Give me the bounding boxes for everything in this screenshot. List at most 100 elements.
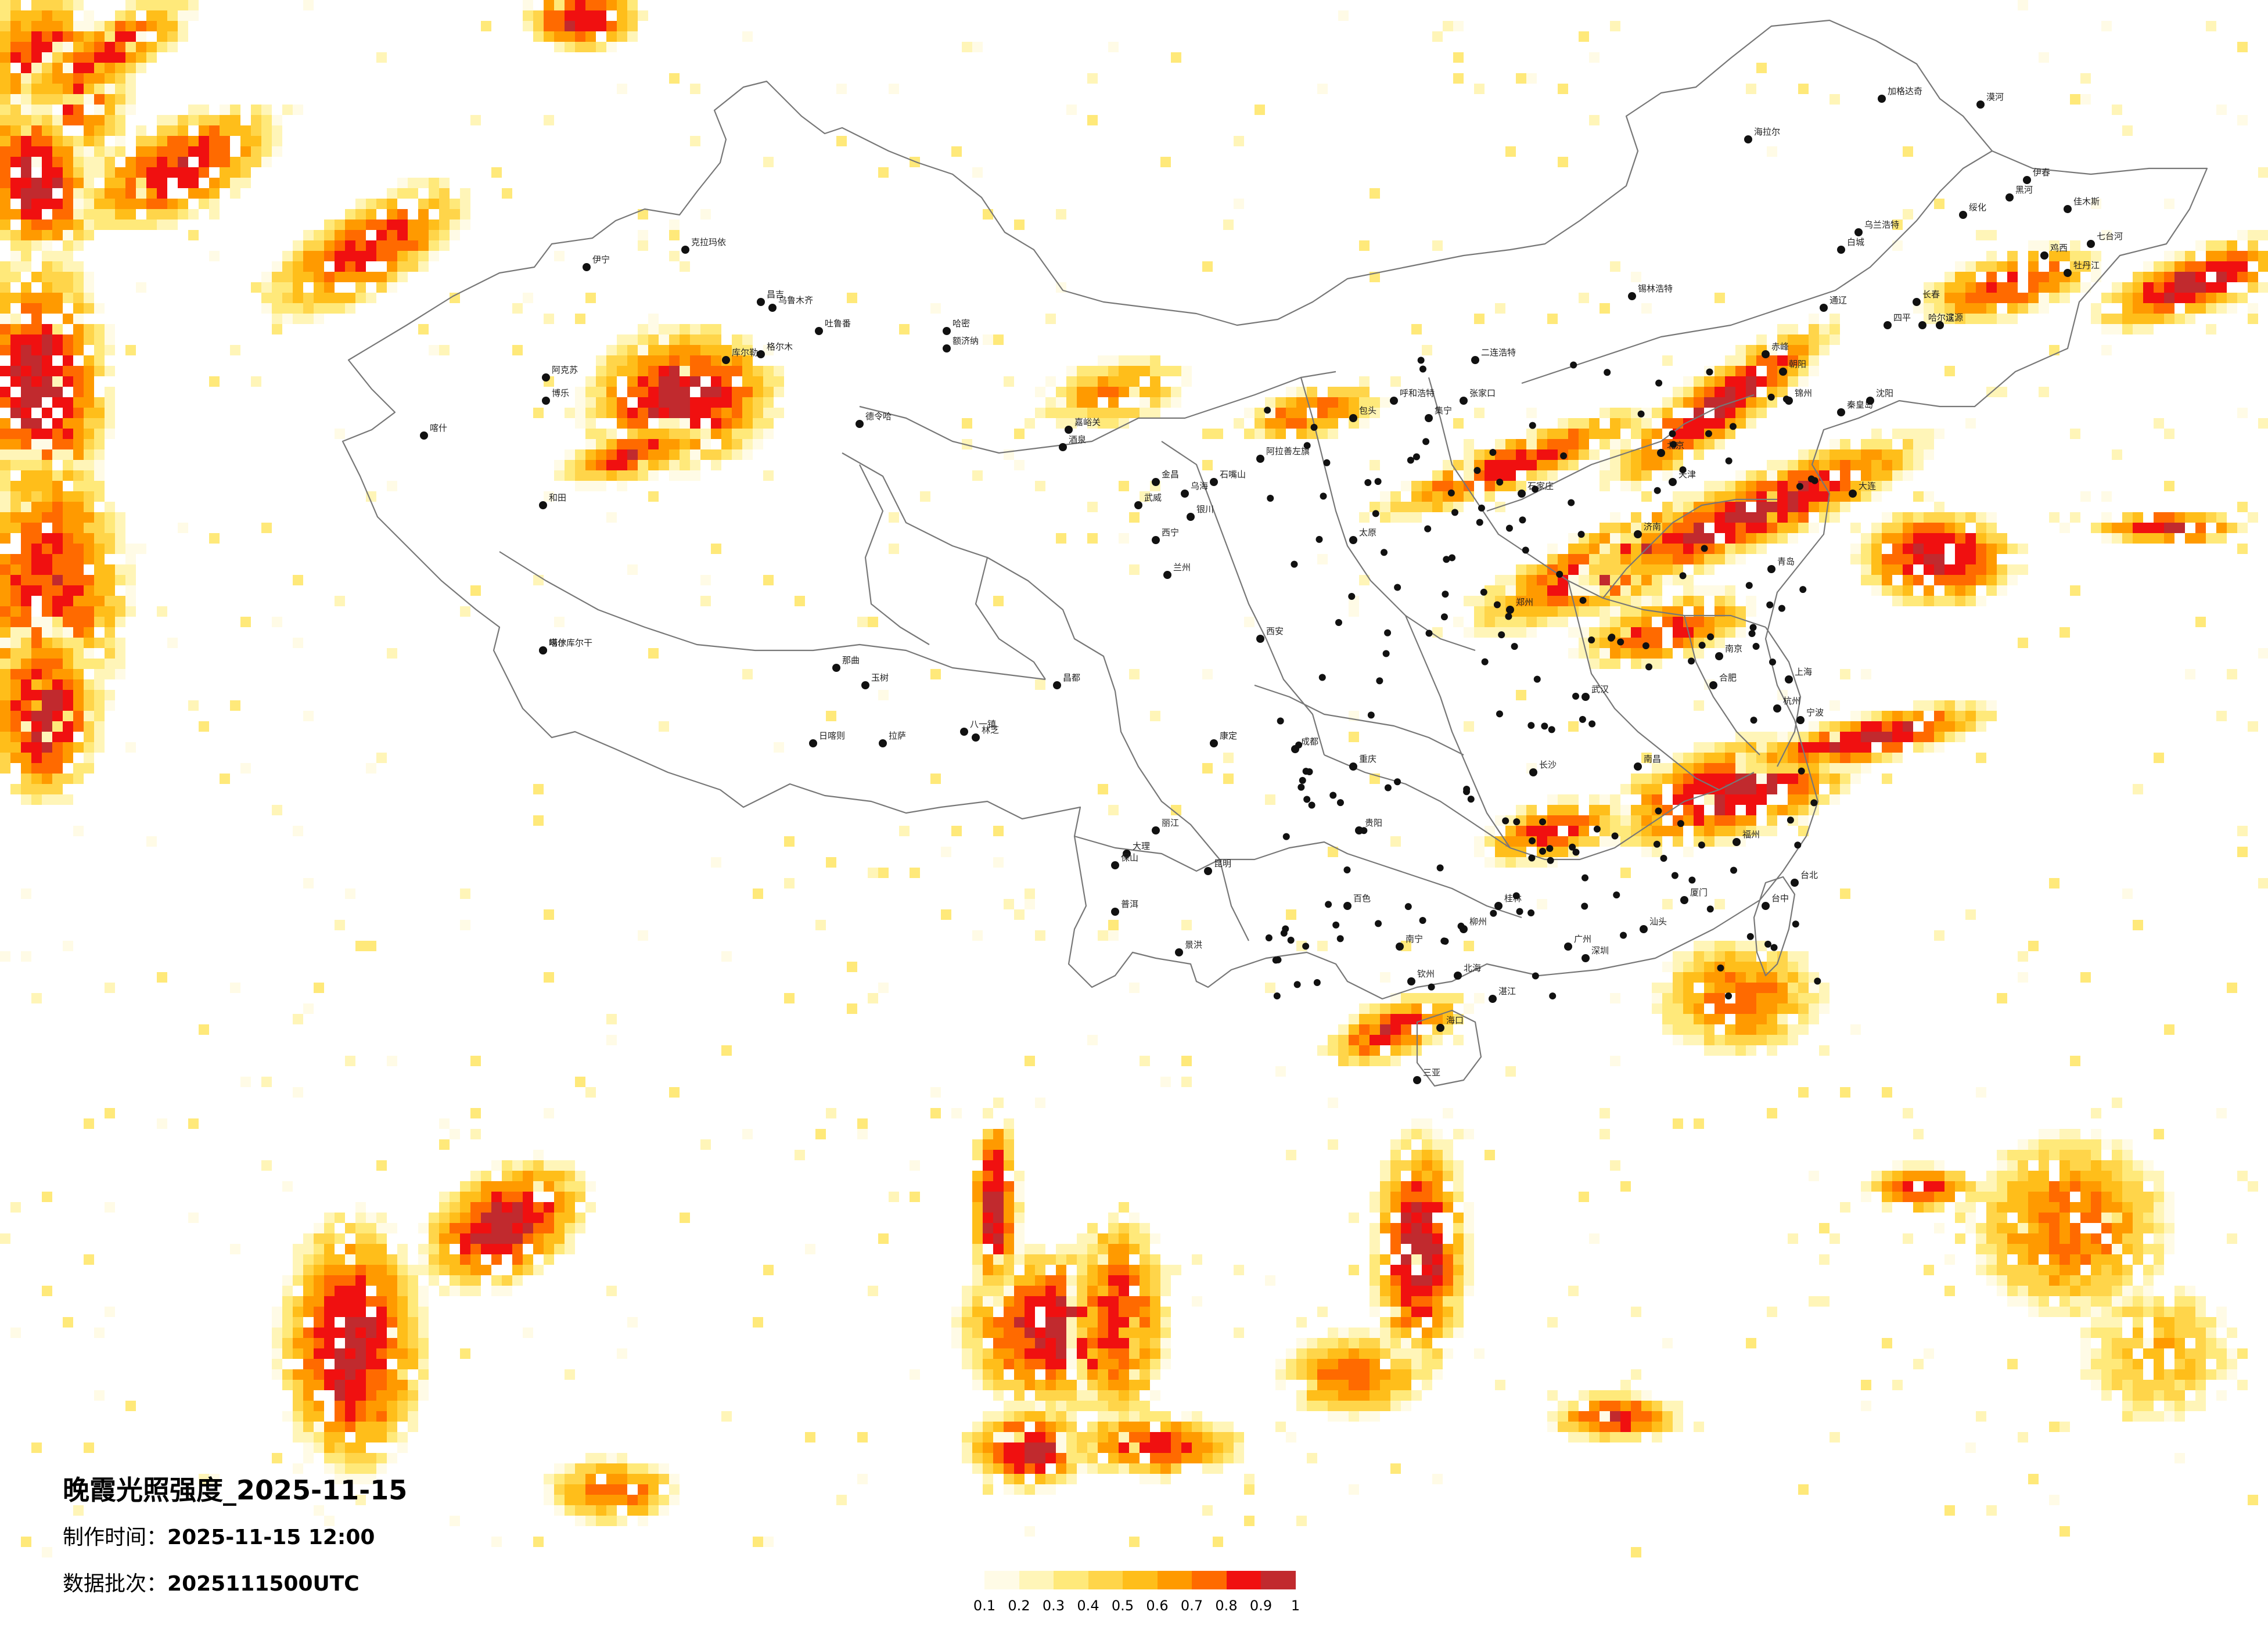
heat-cell [136,136,146,146]
heat-cell [167,10,178,21]
heat-cell [2154,533,2164,544]
heat-cell [1965,564,1976,575]
heat-cell [84,115,94,125]
heat-cell [314,1401,324,1411]
heat-cell [73,439,84,449]
heat-cell [282,1275,293,1286]
heat-cell [1746,355,1756,366]
heat-cell [983,1139,993,1150]
heat-cell [1955,564,1965,575]
heat-cell [84,366,94,376]
heat-cell [1422,1254,1432,1265]
heat-cell [1715,763,1725,774]
heat-cell [1025,1307,1035,1317]
heat-cell [2143,272,2154,282]
heat-cell [523,1223,533,1233]
heat-cell [63,146,73,157]
heat-cell [1119,1307,1129,1317]
heat-cell [1913,544,1924,554]
heat-cell [1474,617,1485,627]
heat-cell [2091,1139,2101,1150]
heat-cell [1004,1296,1014,1307]
heat-cell [1140,1317,1150,1328]
heat-cell [1924,512,1934,523]
heat-cell [1401,1233,1411,1244]
heat-cell [1683,491,1694,502]
heat-cell [2007,251,2018,261]
heat-cell [1004,1307,1014,1317]
heat-cell [575,1181,585,1192]
heat-cell [1861,721,1871,732]
heat-cell [397,178,408,188]
heat-cell [1767,481,1777,491]
heat-cell [418,1265,429,1275]
heat-cell [157,199,167,209]
heat-cell [1150,1463,1160,1474]
heat-cell [355,272,366,282]
heat-cell [1746,1014,1756,1024]
heat-cell [84,753,94,763]
heat-cell [1380,1369,1390,1380]
heat-cell [1390,491,1401,502]
heat-cell [439,1202,450,1213]
heat-cell [0,230,10,240]
heat-cell [52,575,63,585]
heat-cell [983,1296,993,1307]
heat-cell [2101,1160,2112,1171]
heat-cell [491,1181,502,1192]
heat-cell [1986,564,1997,575]
heat-cell [1140,366,1150,376]
heat-cell [1370,1296,1380,1307]
heat-cell [21,512,31,523]
heat-cell [659,376,669,387]
heat-cell [993,1213,1004,1223]
heat-cell [1631,585,1641,596]
heat-cell [1704,972,1715,983]
heat-cell [73,408,84,418]
heat-cell [2237,230,2248,240]
heat-cell [1150,1432,1160,1442]
heat-cell [1401,1401,1411,1411]
heat-cell [1453,1171,1464,1181]
heat-cell [63,659,73,669]
heat-cell [376,1453,387,1463]
heat-cell [1652,585,1662,596]
heat-cell [1955,554,1965,564]
heat-cell [1390,1014,1401,1024]
heat-cell [335,1307,345,1317]
heat-cell [1683,544,1694,554]
heat-cell [1997,1150,2007,1160]
heat-cell [606,0,617,10]
heat-cell [2028,272,2039,282]
heat-cell [638,470,648,481]
heat-cell [42,52,52,63]
heat-cell [94,575,105,585]
heat-cell [575,387,585,397]
heat-cell [585,418,596,429]
heat-cell [94,732,105,742]
heat-cell [1631,836,1641,847]
heat-cell [1390,1192,1401,1202]
heat-cell [2049,282,2059,293]
heat-cell [1140,1286,1150,1296]
heat-cell [554,470,565,481]
heat-cell [1171,387,1181,397]
heat-cell [1558,617,1568,627]
heat-cell [2174,523,2185,533]
heat-cell [21,690,31,700]
heat-cell [293,261,303,272]
heat-cell [711,355,721,366]
heat-cell [42,721,52,732]
heat-cell [1056,1432,1066,1442]
heat-cell [1432,502,1443,512]
heat-cell [1045,1422,1056,1432]
heat-cell [2080,1150,2091,1160]
heat-cell [669,439,680,449]
heat-cell [1443,1275,1453,1286]
heat-cell [1004,1118,1014,1129]
heat-cell [2122,1223,2133,1233]
heat-cell [0,42,10,52]
heat-cell [1328,387,1338,397]
heat-cell [1777,732,1788,742]
heat-cell [1735,376,1746,387]
